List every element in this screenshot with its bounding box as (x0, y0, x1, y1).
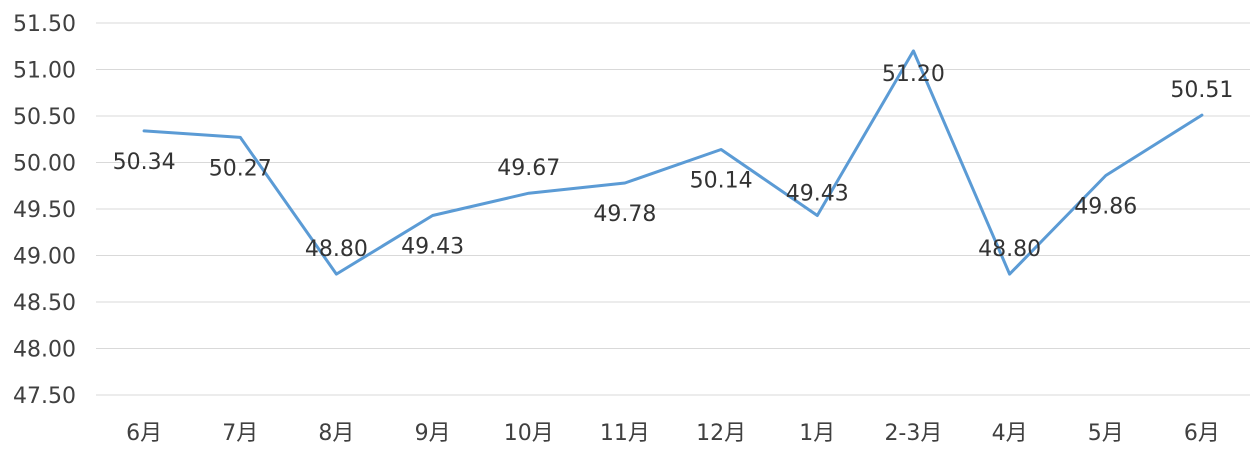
x-axis-ticks: 6月 7月 8月 9月 10月 11月 12月 1月 2-3月 4月 5月 6月 (126, 421, 1220, 446)
data-label: 49.43 (401, 235, 464, 260)
y-tick-label: 48.50 (13, 291, 76, 316)
y-tick-label: 50.50 (13, 105, 76, 130)
y-tick-label: 49.00 (13, 245, 76, 270)
y-tick-label: 47.50 (13, 384, 76, 409)
y-tick-label: 49.50 (13, 198, 76, 223)
x-tick-label: 1月 (799, 421, 835, 446)
x-tick-label: 2-3月 (884, 421, 942, 446)
x-tick-label: 6月 (126, 421, 162, 446)
data-label: 50.34 (113, 150, 176, 175)
x-tick-label: 6月 (1184, 421, 1220, 446)
y-axis-ticks: 47.50 48.00 48.50 49.00 49.50 50.00 50.50 51.00… (13, 12, 76, 409)
x-tick-label: 5月 (1088, 421, 1124, 446)
x-tick-label: 7月 (222, 421, 258, 446)
data-label: 49.67 (497, 156, 560, 181)
y-tick-label: 50.00 (13, 152, 76, 177)
y-tick-label: 51.50 (13, 12, 76, 37)
gridlines (96, 22, 1250, 396)
data-labels: 50.34 50.27 48.80 49.43 49.67 49.78 50.14 49.43… (113, 62, 1234, 262)
x-tick-label: 12月 (696, 421, 746, 446)
x-tick-label: 11月 (600, 421, 650, 446)
x-tick-label: 10月 (504, 421, 554, 446)
data-label: 50.14 (690, 168, 753, 193)
data-label: 49.86 (1074, 195, 1137, 220)
x-tick-label: 8月 (318, 421, 354, 446)
data-label: 48.80 (978, 237, 1041, 262)
data-label: 49.78 (593, 202, 656, 227)
data-label: 49.43 (786, 182, 849, 207)
data-label: 50.27 (209, 156, 272, 181)
data-label: 51.20 (882, 62, 945, 87)
series-line-group (142, 49, 1204, 276)
x-tick-label: 9月 (415, 421, 451, 446)
y-tick-label: 48.00 (13, 338, 76, 363)
data-label: 50.51 (1170, 78, 1233, 103)
x-tick-label: 4月 (992, 421, 1028, 446)
y-tick-label: 51.00 (13, 59, 76, 84)
data-label: 48.80 (305, 237, 368, 262)
series-line (142, 49, 1204, 276)
